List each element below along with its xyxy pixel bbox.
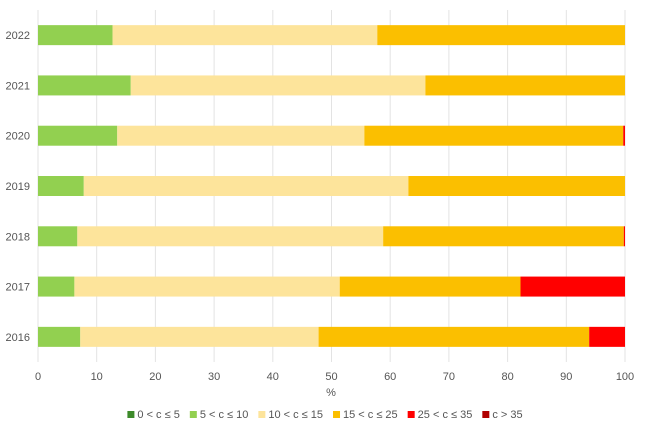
x-tick-label: 50 [325, 371, 337, 383]
x-tick-label: 90 [560, 371, 572, 383]
legend-swatch [189, 411, 197, 418]
x-tick-label: 20 [149, 371, 161, 383]
y-category-label: 2022 [6, 30, 30, 42]
y-axis-labels: 2022 2021 2020 2019 2018 2017 2016 [6, 30, 30, 344]
x-axis-title: % [326, 387, 336, 399]
bar-segment [377, 25, 625, 46]
legend-item[interactable]: 15 < c ≤ 25 [333, 409, 398, 421]
bar-segment [38, 75, 131, 96]
legend-label: 15 < c ≤ 25 [343, 409, 398, 421]
bar-segment [318, 326, 590, 347]
legend-label: 5 < c ≤ 10 [200, 409, 249, 421]
legend: 0 < c ≤ 5 5 < c ≤ 10 10 < c ≤ 15 15 < c ≤ 2… [127, 409, 523, 421]
x-tick-label: 10 [91, 371, 103, 383]
bar-segment [38, 176, 84, 196]
bar-segment [77, 226, 384, 247]
bar-segment [339, 276, 521, 297]
y-category-label: 2020 [6, 131, 30, 143]
legend-item[interactable]: 0 < c ≤ 5 [127, 409, 180, 421]
x-tick-label: 60 [384, 371, 396, 383]
bar-segment [80, 326, 319, 347]
legend-label: 10 < c ≤ 15 [268, 409, 323, 421]
x-tick-label: 70 [443, 371, 455, 383]
legend-item[interactable]: c > 35 [482, 409, 523, 421]
bar-segment [364, 125, 624, 146]
legend-swatch [333, 411, 341, 418]
x-tick-label: 40 [267, 371, 279, 383]
bars [38, 25, 625, 347]
bar-segment [38, 125, 118, 146]
legend-item[interactable]: 25 < c ≤ 35 [407, 409, 473, 421]
bar-segment [425, 75, 625, 96]
legend-label: 0 < c ≤ 5 [137, 409, 179, 421]
x-tick-label: 80 [501, 371, 513, 383]
legend-swatch [482, 411, 490, 418]
bar-segment [130, 75, 426, 96]
legend-swatch [407, 411, 415, 418]
bar-segment [38, 226, 78, 247]
bar-segment [74, 276, 340, 297]
y-category-label: 2017 [6, 282, 30, 294]
y-category-label: 2019 [6, 181, 30, 193]
y-category-label: 2018 [6, 231, 30, 243]
bar-segment [623, 125, 625, 146]
bar-segment [38, 276, 75, 297]
bar-segment [520, 276, 625, 297]
legend-swatch [127, 411, 135, 418]
bar-segment [38, 25, 113, 46]
legend-item[interactable]: 5 < c ≤ 10 [189, 409, 249, 421]
legend-item[interactable]: 10 < c ≤ 15 [258, 409, 323, 421]
bar-segment [38, 326, 81, 347]
bar-segment [83, 176, 409, 196]
bar-segment [589, 326, 625, 347]
x-tick-label: 100 [616, 371, 634, 383]
bar-segment [408, 176, 625, 196]
x-axis-ticks: 0 10 20 30 40 50 60 70 80 90 100 [35, 371, 634, 383]
legend-label: c > 35 [492, 409, 522, 421]
bar-segment [623, 226, 625, 247]
bar-segment [117, 125, 365, 146]
bar-segment [383, 226, 624, 247]
legend-label: 25 < c ≤ 35 [418, 409, 473, 421]
x-tick-label: 0 [35, 371, 41, 383]
y-category-label: 2016 [6, 332, 30, 344]
legend-swatch [258, 411, 266, 418]
x-tick-label: 30 [208, 371, 220, 383]
y-category-label: 2021 [6, 80, 30, 92]
bar-segment [112, 25, 378, 46]
